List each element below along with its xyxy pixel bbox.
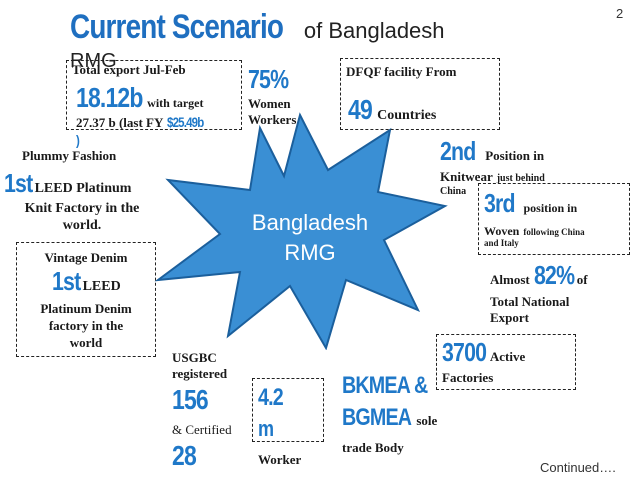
- share-desc: Total National Export: [490, 294, 569, 326]
- woven-line2: Woven following China: [484, 222, 585, 240]
- knit-text2: Knitwear: [440, 169, 493, 184]
- page-title: Current Scenario of Bangladesh: [70, 8, 445, 47]
- woven-rank: 3rd: [484, 188, 516, 218]
- export-close-paren: ): [76, 132, 80, 148]
- knit-rank: 2nd: [440, 136, 476, 166]
- knit-line2: Knitwear just behind: [440, 168, 545, 186]
- star-label: Bangladesh RMG: [230, 208, 390, 268]
- share-line1: Almost 82% of: [490, 260, 588, 291]
- workers-value-a: 4.2: [258, 384, 284, 411]
- share-line2: Total National: [490, 294, 570, 309]
- plummy-desc: Knit Factory in the world.: [8, 200, 156, 234]
- export-last-fy-value: $25.49b: [167, 114, 204, 130]
- vintage-text1: LEED: [82, 279, 121, 294]
- factories-line2: Factories: [442, 370, 494, 385]
- dfqf-value: 49: [348, 94, 373, 125]
- trade-sole: sole: [416, 413, 438, 428]
- women-label: Women Workers: [248, 96, 296, 128]
- export-with-target: with target: [147, 96, 204, 110]
- vintage-box: [16, 242, 156, 357]
- usgbc-certified: & Certified: [172, 422, 232, 437]
- page-number: 2: [616, 6, 624, 21]
- export-label: Total export Jul-Feb: [72, 62, 186, 77]
- star-label-line1: Bangladesh: [251, 210, 369, 235]
- vintage-label: Vintage Denim: [44, 250, 128, 265]
- woven-text2: Woven: [484, 224, 520, 238]
- women-value: 75%: [248, 64, 289, 94]
- dfqf-label: DFQF facility From: [346, 64, 457, 79]
- usgbc-line2: registered: [172, 366, 228, 381]
- share-value: 82%: [533, 260, 575, 290]
- trade-line2-wrap: BGMEA sole: [342, 404, 437, 432]
- title-main: Current Scenario: [70, 8, 284, 46]
- plummy-label: Plummy Fashion: [22, 148, 117, 163]
- share-suffix: of: [576, 272, 588, 287]
- workers-value-b: m: [258, 416, 274, 441]
- usgbc-label: USGBC registered: [172, 350, 227, 382]
- women-line1: Women: [248, 96, 291, 111]
- dfqf-box: [340, 58, 500, 130]
- plummy-text3: world.: [62, 218, 102, 233]
- woven-text4: and Italy: [484, 238, 519, 248]
- plummy-rank-line: 1st LEED Platinum: [4, 168, 131, 199]
- vintage-rank: 1st: [52, 266, 81, 296]
- factories-value: 3700: [442, 337, 487, 367]
- share-prefix: Almost: [490, 272, 530, 287]
- dfqf-value-line: 49 Countries: [348, 94, 436, 126]
- star-label-line2: RMG: [284, 240, 336, 265]
- trade-line2: BGMEA: [342, 404, 412, 431]
- title-rmg: RMG: [70, 50, 117, 72]
- knit-rank-line: 2nd Position in: [440, 136, 544, 167]
- vintage-text2: Platinum Denim: [40, 301, 132, 316]
- export-target: 27.37 b (last FY: [76, 115, 164, 130]
- workers-label: Worker: [258, 452, 302, 467]
- export-target-line: 27.37 b (last FY $25.49b: [76, 114, 212, 132]
- women-line2: Workers: [248, 112, 297, 127]
- title-rest: of Bangladesh: [303, 18, 445, 43]
- export-value: 18.12b: [76, 82, 143, 113]
- workers-box: [252, 378, 324, 442]
- knit-text4: China: [440, 186, 467, 197]
- woven-box: [478, 183, 630, 255]
- plummy-text2: Knit Factory in the: [24, 201, 140, 216]
- vintage-text3: factory in the: [48, 318, 124, 333]
- factories-label: Active: [489, 349, 526, 364]
- plummy-text1: LEED Platinum: [34, 181, 132, 196]
- vintage-text4: world: [69, 335, 103, 350]
- continued-label: Continued….: [540, 460, 616, 475]
- factories-value-line: 3700 Active: [442, 337, 525, 368]
- trade-line3: trade Body: [342, 440, 404, 455]
- knit-text3: just behind: [496, 173, 545, 184]
- woven-text1: position in: [523, 201, 578, 215]
- bangladesh-star-shape: [154, 112, 448, 350]
- vintage-rank-line: 1st LEED: [52, 266, 121, 297]
- export-value-line: 18.12b with target: [76, 82, 204, 114]
- export-box: [66, 60, 242, 130]
- vintage-desc: Platinum Denim factory in the world: [16, 300, 156, 351]
- knit-text1: Position in: [485, 148, 545, 163]
- usgbc-value2: 28: [172, 440, 197, 471]
- share-line3: Export: [490, 310, 529, 325]
- usgbc-value1: 156: [172, 384, 209, 415]
- factories-box: [436, 334, 576, 390]
- usgbc-line1: USGBC: [172, 350, 217, 365]
- trade-line1: BKMEA &: [342, 372, 428, 399]
- dfqf-unit: Countries: [377, 108, 437, 123]
- woven-text3: following China: [523, 227, 585, 237]
- woven-rank-line: 3rd position in: [484, 188, 577, 219]
- plummy-rank: 1st: [4, 168, 33, 198]
